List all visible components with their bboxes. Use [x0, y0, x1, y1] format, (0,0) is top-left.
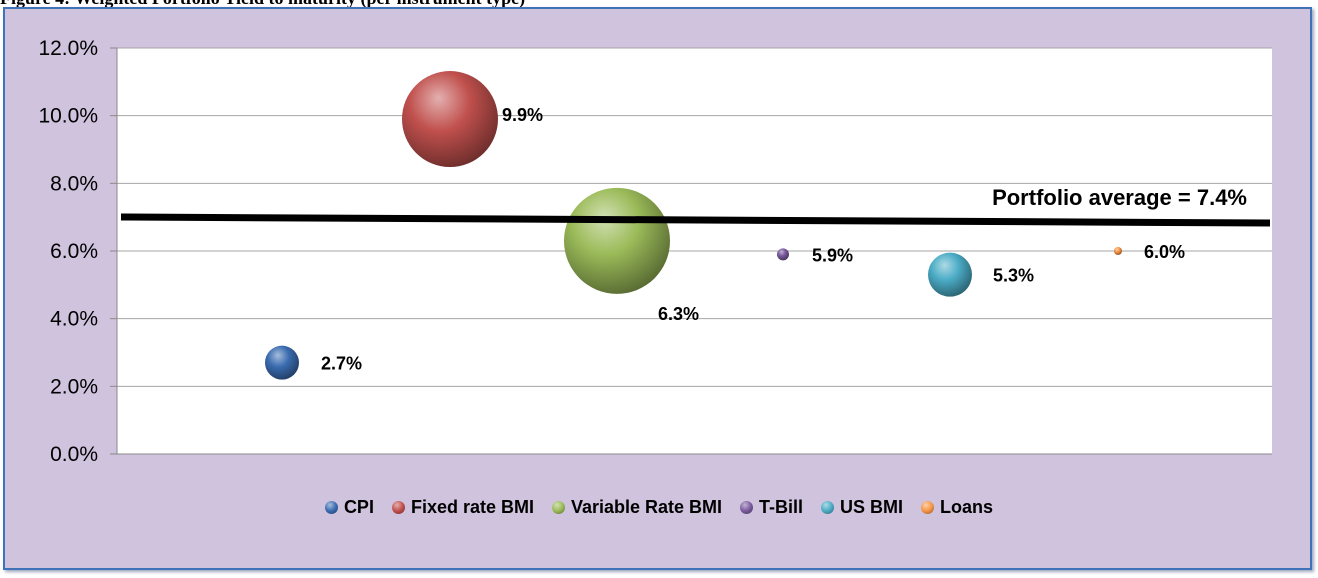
bubble-loans: [1114, 247, 1122, 255]
bubble-fixed-rate-bmi: [402, 71, 498, 168]
bubble-variable-rate-bmi: [564, 187, 670, 294]
data-label: 6.0%: [1144, 242, 1185, 262]
data-label: 9.9%: [502, 105, 543, 125]
y-tick-label: 4.0%: [50, 308, 98, 331]
legend-marker: [391, 501, 405, 514]
data-label: 5.9%: [812, 245, 853, 265]
bubble-cpi: [265, 345, 299, 380]
legend-item: Fixed rate BMI: [391, 497, 534, 518]
data-label: 2.7%: [321, 354, 362, 374]
legend-label: CPI: [343, 497, 374, 517]
legend-marker: [324, 501, 338, 514]
chart-legend: CPI Fixed rate BMI Variable Rate BMI T-Bill…: [0, 497, 1318, 519]
portfolio-average-annotation: Portfolio average = 7.4%: [992, 185, 1247, 210]
bubble-t-bill: [777, 248, 789, 261]
y-tick-label: 6.0%: [50, 240, 98, 263]
legend-label: T-Bill: [759, 497, 804, 517]
legend-marker: [821, 501, 835, 514]
legend-marker: [551, 501, 565, 514]
legend-item: Variable Rate BMI: [551, 497, 723, 518]
y-tick-label: 10.0%: [38, 105, 98, 128]
y-tick-label: 8.0%: [50, 172, 98, 195]
legend-label: Variable Rate BMI: [570, 497, 723, 517]
legend-label: Fixed rate BMI: [410, 497, 534, 517]
figure-caption: Figure 4: Weighted Portfolio Yield to ma…: [0, 0, 525, 8]
legend-item: Loans: [921, 497, 993, 518]
legend-item: T-Bill: [740, 497, 803, 518]
data-label: 6.3%: [658, 304, 699, 324]
legend-item: US BMI: [821, 497, 903, 518]
legend-label: Loans: [940, 497, 994, 517]
data-label: 5.3%: [993, 266, 1034, 286]
legend-marker: [921, 501, 935, 514]
y-tick-label: 12.0%: [38, 37, 98, 60]
y-tick-label: 0.0%: [50, 443, 98, 466]
legend-item: CPI: [324, 497, 374, 518]
legend-marker: [740, 501, 754, 514]
portfolio-average-line: [120, 213, 1271, 227]
y-tick-label: 2.0%: [50, 375, 98, 398]
legend-label: US BMI: [840, 497, 904, 517]
bubble-us-bmi: [928, 252, 972, 297]
